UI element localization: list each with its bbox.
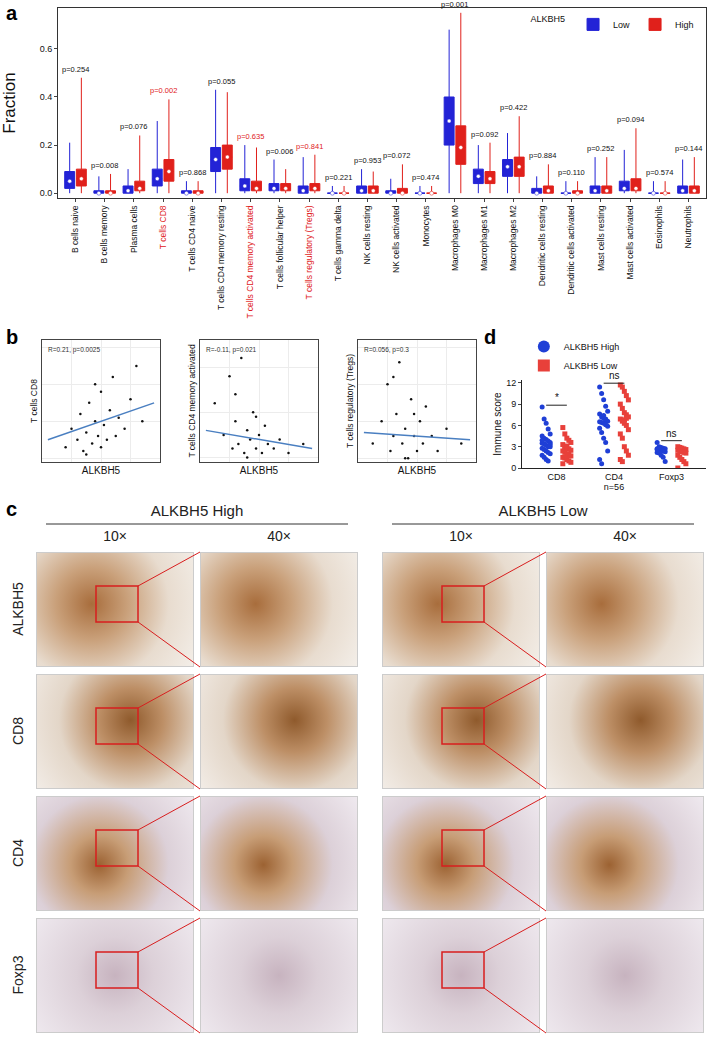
- html-text:ALKBH5 High: ALKBH5 High: [150, 502, 244, 519]
- svg-text:T cells CD4 memory resting: T cells CD4 memory resting: [216, 205, 226, 310]
- svg-text:ALKBH5: ALKBH5: [531, 14, 566, 24]
- svg-text:p=0.474: p=0.474: [412, 173, 439, 182]
- svg-text:p=0.072: p=0.072: [383, 151, 410, 160]
- svg-text:ns: ns: [666, 428, 677, 439]
- svg-text:T cells CD8: T cells CD8: [158, 205, 168, 249]
- svg-text:*: *: [555, 392, 559, 403]
- svg-text:Low: Low: [613, 20, 630, 30]
- html-text:40×: 40×: [267, 528, 291, 544]
- svg-text:p=0.574: p=0.574: [646, 168, 673, 177]
- svg-text:n=56: n=56: [604, 482, 624, 492]
- svg-text:p=0.006: p=0.006: [266, 147, 293, 156]
- svg-text:p=0.868: p=0.868: [179, 168, 206, 177]
- svg-text:p=0.841: p=0.841: [296, 142, 323, 151]
- html-text:ALKBH5: ALKBH5: [10, 581, 26, 636]
- html-text:CD8: CD8: [10, 716, 26, 745]
- svg-text:0.0: 0.0: [40, 188, 53, 198]
- html-text:10×: 10×: [449, 528, 473, 544]
- svg-text:T cells regulatory (Tregs): T cells regulatory (Tregs): [304, 205, 314, 299]
- svg-text:p=0.953: p=0.953: [354, 156, 381, 165]
- svg-text:NK cells activated: NK cells activated: [391, 205, 401, 273]
- svg-text:CD4: CD4: [605, 472, 623, 482]
- svg-text:T cells follicular helper: T cells follicular helper: [275, 205, 285, 289]
- svg-text:Plasma cells: Plasma cells: [129, 205, 139, 253]
- svg-text:p=0.008: p=0.008: [91, 161, 118, 170]
- svg-text:0.6: 0.6: [40, 44, 53, 54]
- svg-text:Mast cells activated: Mast cells activated: [625, 205, 635, 279]
- svg-text:Dendritic cells resting: Dendritic cells resting: [537, 205, 547, 286]
- svg-text:T cells CD8: T cells CD8: [29, 379, 39, 423]
- svg-text:9: 9: [511, 399, 516, 409]
- svg-text:p=0.144: p=0.144: [675, 144, 702, 153]
- svg-text:ALKBH5: ALKBH5: [82, 465, 121, 476]
- svg-text:R=0.21, p=0.0025: R=0.21, p=0.0025: [48, 346, 100, 354]
- svg-text:Mast cells resting: Mast cells resting: [596, 205, 606, 271]
- svg-text:12: 12: [506, 378, 516, 388]
- svg-text:T cells regulatory (Tregs): T cells regulatory (Tregs): [345, 354, 355, 448]
- html-text:40×: 40×: [613, 528, 637, 544]
- html-text:c: c: [6, 498, 18, 520]
- svg-text:Immune score: Immune score: [492, 392, 503, 456]
- svg-text:p=0.252: p=0.252: [587, 144, 614, 153]
- svg-text:ns: ns: [609, 370, 620, 381]
- html-text:ALKBH5 Low: ALKBH5 Low: [498, 502, 588, 519]
- svg-text:Neutrophils: Neutrophils: [683, 205, 693, 248]
- svg-text:Fraction: Fraction: [0, 72, 19, 133]
- html-text:Foxp3: Foxp3: [10, 955, 26, 994]
- svg-text:ALKBH5: ALKBH5: [398, 465, 437, 476]
- svg-text:p=0.076: p=0.076: [120, 122, 147, 131]
- svg-text:0.2: 0.2: [40, 140, 53, 150]
- svg-text:p=0.001: p=0.001: [441, 0, 468, 9]
- svg-text:Macrophages M0: Macrophages M0: [450, 205, 460, 271]
- svg-text:High: High: [675, 20, 694, 30]
- svg-text:p=0.635: p=0.635: [237, 132, 264, 141]
- svg-text:B cells naive: B cells naive: [70, 205, 80, 253]
- svg-text:p=0.002: p=0.002: [150, 86, 177, 95]
- svg-text:T cells CD4 memory activated: T cells CD4 memory activated: [245, 205, 255, 318]
- svg-text:NK cells resting: NK cells resting: [362, 205, 372, 264]
- svg-text:T cells gamma delta: T cells gamma delta: [333, 205, 343, 281]
- svg-text:p=0.254: p=0.254: [62, 65, 89, 74]
- svg-text:p=0.092: p=0.092: [471, 130, 498, 139]
- html-text:b: b: [6, 326, 19, 348]
- svg-text:p=0.221: p=0.221: [325, 173, 352, 182]
- svg-text:ALKBH5 High: ALKBH5 High: [564, 342, 620, 352]
- svg-text:p=0.422: p=0.422: [500, 103, 527, 112]
- svg-text:CD8: CD8: [547, 472, 565, 482]
- html-text:a: a: [6, 2, 18, 24]
- html-text:d: d: [484, 326, 497, 348]
- svg-text:ALKBH5: ALKBH5: [240, 465, 279, 476]
- html-text:CD4: CD4: [10, 838, 26, 867]
- svg-text:T cells CD4 memory activated: T cells CD4 memory activated: [187, 344, 197, 457]
- svg-text:6: 6: [511, 421, 516, 431]
- svg-text:p=0.055: p=0.055: [208, 77, 235, 86]
- svg-text:0.4: 0.4: [40, 92, 53, 102]
- svg-text:B cells memory: B cells memory: [99, 205, 109, 264]
- svg-text:p=0.884: p=0.884: [529, 151, 556, 160]
- svg-text:Dendritic cells activated: Dendritic cells activated: [566, 205, 576, 295]
- svg-text:Foxp3: Foxp3: [659, 472, 684, 482]
- svg-text:p=0.094: p=0.094: [617, 115, 644, 124]
- svg-text:Macrophages M1: Macrophages M1: [479, 205, 489, 271]
- svg-text:Monocytes: Monocytes: [421, 205, 431, 246]
- html-text:10×: 10×: [103, 528, 127, 544]
- svg-text:p=0.110: p=0.110: [558, 168, 585, 177]
- svg-text:R=0.056, p=0.3: R=0.056, p=0.3: [364, 346, 409, 354]
- svg-text:Eosinophils: Eosinophils: [654, 205, 664, 248]
- svg-text:Macrophages M2: Macrophages M2: [508, 205, 518, 271]
- svg-text:T cells CD4 naive: T cells CD4 naive: [187, 205, 197, 272]
- svg-text:3: 3: [511, 442, 516, 452]
- svg-text:R=-0.11, p=0.021: R=-0.11, p=0.021: [206, 346, 256, 354]
- svg-text:0: 0: [511, 463, 516, 473]
- svg-text:ALKBH5 Low: ALKBH5 Low: [564, 361, 618, 371]
